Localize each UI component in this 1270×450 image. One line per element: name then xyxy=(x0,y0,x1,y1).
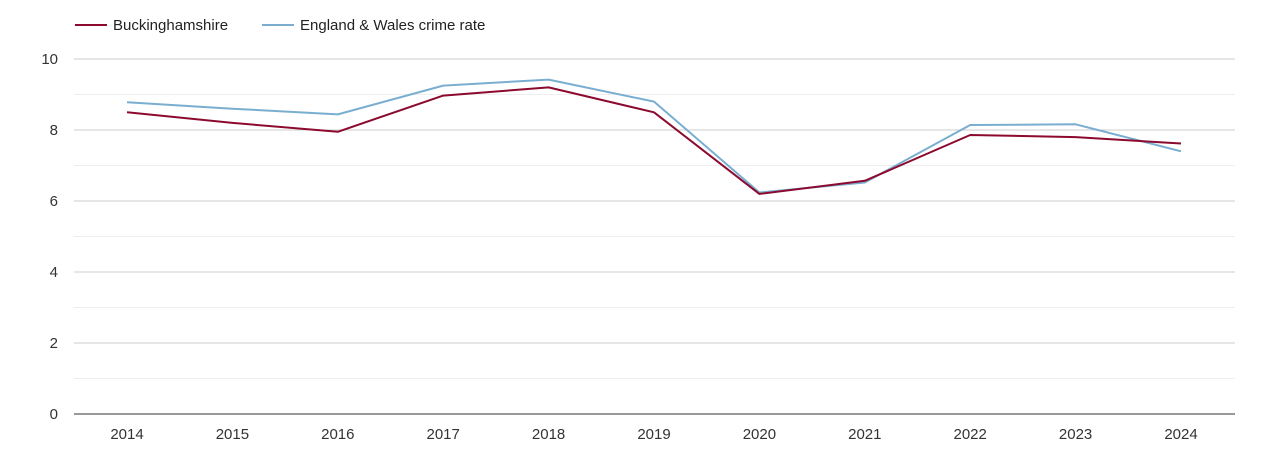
x-tick-label: 2018 xyxy=(532,426,565,443)
legend: Buckinghamshire England & Wales crime rat… xyxy=(75,17,485,34)
legend-label: Buckinghamshire xyxy=(113,17,228,34)
y-tick-label: 0 xyxy=(50,406,58,423)
x-tick-label: 2020 xyxy=(743,426,776,443)
series-lines xyxy=(126,78,1182,195)
x-tick-label: 2023 xyxy=(1059,426,1092,443)
series-line-england-wales xyxy=(126,78,1182,194)
y-tick-label: 4 xyxy=(50,264,58,281)
x-tick-label: 2014 xyxy=(110,426,143,443)
y-tick-label: 6 xyxy=(50,193,58,210)
x-tick-label: 2019 xyxy=(637,426,670,443)
axes: 0 2 4 6 8 10 2014 2015 2016 2017 2018 2019 2020 2021 2… xyxy=(41,51,1235,443)
x-tick-label: 2022 xyxy=(954,426,987,443)
legend-label: England & Wales crime rate xyxy=(300,17,485,34)
x-tick-label: 2016 xyxy=(321,426,354,443)
series-line-buckinghamshire xyxy=(126,86,1182,195)
y-tick-label: 2 xyxy=(50,335,58,352)
x-tick-label: 2021 xyxy=(848,426,881,443)
y-tick-label: 8 xyxy=(50,122,58,139)
x-tick-label: 2024 xyxy=(1164,426,1197,443)
gridlines xyxy=(74,58,1235,379)
x-tick-label: 2015 xyxy=(216,426,249,443)
y-tick-label: 10 xyxy=(41,51,58,68)
x-tick-label: 2017 xyxy=(427,426,460,443)
